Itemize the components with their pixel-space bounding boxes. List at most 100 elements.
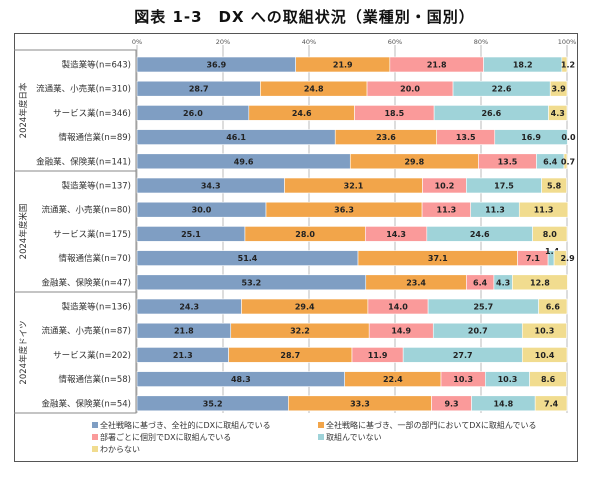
bar-value-label: 27.7 — [453, 351, 473, 360]
bar-value-label: 0.7 — [561, 157, 575, 166]
bar-value-label: 29.4 — [295, 303, 315, 312]
bar-value-label: 49.6 — [234, 157, 254, 166]
bar-value-label: 1.2 — [561, 61, 575, 70]
bar-value-label: 20.7 — [468, 327, 488, 336]
x-tick-label: 60% — [388, 38, 402, 46]
bar-value-label: 10.4 — [535, 351, 555, 360]
bar-value-label: 21.9 — [333, 61, 353, 70]
category-label: 製造業等(n=643) — [62, 60, 131, 71]
category-label: 情報通信業(n=70) — [59, 253, 131, 264]
legend-swatch — [92, 434, 98, 440]
bar-value-label: 11.3 — [534, 206, 554, 215]
bar-segment — [512, 274, 568, 291]
bar-segment — [521, 322, 567, 339]
bar-value-label: 13.5 — [498, 157, 518, 166]
category-label: 金融業、保険業(n=141) — [36, 156, 131, 167]
bar-value-label: 6.4 — [543, 157, 558, 166]
bar-value-label: 10.3 — [498, 375, 518, 384]
bar-value-label: 53.2 — [242, 278, 262, 287]
bar-value-label: 23.4 — [406, 278, 426, 287]
category-label: サービス業(n=346) — [53, 108, 131, 119]
bar-value-label: 10.3 — [535, 327, 555, 336]
x-tick-label: 100% — [558, 38, 577, 46]
bar-value-label: 4.3 — [496, 278, 510, 287]
bar-value-label: 51.4 — [238, 254, 258, 263]
bar-value-label: 33.3 — [350, 399, 370, 408]
bar-value-label: 37.1 — [428, 254, 448, 263]
group-label: 2024年度米国 — [18, 204, 29, 260]
x-tick-label: 0% — [132, 38, 142, 46]
bar-value-label: 48.3 — [231, 375, 251, 384]
bar-value-label: 3.9 — [552, 85, 567, 94]
bar-value-label: 29.8 — [404, 157, 424, 166]
bar-value-label: 6.4 — [473, 278, 488, 287]
bar-value-label: 36.9 — [206, 61, 226, 70]
legend-label: 全社戦略に基づき、一部の部門においてDXに取組んでいる — [326, 420, 536, 430]
bar-value-label: 6.6 — [546, 303, 561, 312]
bar-value-label: 14.0 — [388, 303, 408, 312]
bar-value-label: 22.4 — [383, 375, 403, 384]
bar-value-label: 24.3 — [179, 303, 199, 312]
bar-value-label: 11.9 — [368, 351, 388, 360]
category-label: 金融業、保険業(n=47) — [42, 277, 131, 288]
category-label: 製造業等(n=137) — [62, 181, 131, 192]
bar-segment — [532, 226, 568, 242]
bar-segment — [494, 129, 568, 145]
bar-value-label: 30.0 — [192, 206, 212, 215]
bar-value-label: 11.3 — [485, 206, 505, 215]
bar-value-label: 18.2 — [513, 61, 533, 70]
bar-value-label: 14.9 — [391, 327, 411, 336]
bar-value-label: 1.4 — [545, 247, 560, 256]
bar-value-label: 46.1 — [226, 133, 246, 142]
bar-value-label: 21.8 — [174, 327, 194, 336]
bar-segment — [541, 177, 567, 194]
bar-segment — [529, 371, 567, 387]
bar-value-label: 25.7 — [473, 303, 493, 312]
bar-value-label: 28.7 — [280, 351, 300, 360]
bar-value-label: 28.0 — [295, 230, 315, 239]
bar-value-label: 22.6 — [492, 85, 512, 94]
bar-value-label: 18.5 — [384, 109, 404, 118]
bar-value-label: 32.2 — [290, 327, 310, 336]
bar-segment — [538, 298, 568, 315]
bar-segment — [553, 250, 567, 266]
legend-label: 部署ごとに個別でDXに取組んでいる — [100, 432, 231, 442]
bar-segment — [563, 153, 568, 170]
chart-frame — [14, 33, 578, 462]
category-label: サービス業(n=202) — [53, 350, 131, 361]
bar-value-label: 11.3 — [437, 206, 457, 215]
category-label: サービス業(n=175) — [53, 229, 131, 240]
category-label: 流通業、小売業(n=80) — [42, 205, 131, 216]
legend-swatch — [92, 422, 98, 428]
bar-value-label: 32.1 — [344, 182, 364, 191]
category-label: 情報通信業(n=89) — [59, 132, 131, 143]
category-label: 金融業、保険業(n=54) — [42, 398, 131, 409]
bar-value-label: 0.0 — [561, 133, 576, 142]
bar-value-label: 28.7 — [189, 85, 209, 94]
bar-value-label: 25.1 — [181, 230, 201, 239]
bar-value-label: 24.6 — [470, 230, 490, 239]
bar-value-label: 26.6 — [481, 109, 501, 118]
bar-value-label: 20.0 — [400, 85, 420, 94]
bar-value-label: 10.3 — [453, 375, 473, 384]
legend-swatch — [318, 434, 324, 440]
category-label: 流通業、小売業(n=310) — [36, 84, 131, 95]
bar-value-label: 2.9 — [560, 254, 575, 263]
category-label: 製造業等(n=136) — [62, 302, 131, 313]
bar-segment — [518, 201, 569, 218]
bar-value-label: 7.1 — [526, 254, 541, 263]
bar-value-label: 26.0 — [183, 109, 203, 118]
bar-value-label: 7.4 — [544, 399, 559, 408]
bar-value-label: 35.2 — [203, 399, 223, 408]
bar-value-label: 17.5 — [494, 182, 514, 191]
bar-value-label: 9.3 — [444, 399, 458, 408]
legend-label: 全社戦略に基づき、全社的にDXに取組んでいる — [100, 420, 271, 430]
bar-value-label: 14.3 — [386, 230, 406, 239]
bar-value-label: 24.6 — [292, 109, 312, 118]
bar-value-label: 23.6 — [376, 133, 396, 142]
bar-segment — [561, 56, 568, 73]
bar-value-label: 8.6 — [541, 375, 556, 384]
bar-segment — [534, 395, 568, 412]
bar-value-label: 21.8 — [427, 61, 447, 70]
